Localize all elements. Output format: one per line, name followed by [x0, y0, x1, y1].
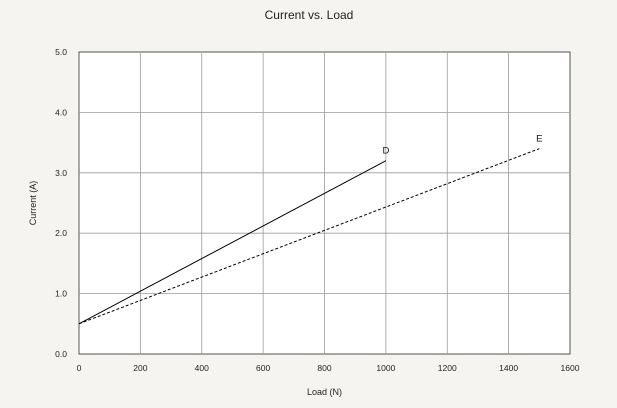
y-axis-label: Current (A)	[28, 181, 38, 226]
y-axis-ticks: 0.0 1.0 2.0 3.0 4.0 5.0	[55, 47, 67, 359]
x-tick-label: 400	[195, 363, 209, 373]
y-tick-label: 4.0	[55, 107, 67, 117]
series-line-e	[78, 148, 540, 325]
series-label-d: D	[382, 146, 389, 157]
series-label-e: E	[536, 134, 542, 145]
y-tick-label: 0.0	[55, 349, 67, 359]
x-tick-label: 1000	[376, 363, 395, 373]
x-tick-label: 600	[256, 363, 270, 373]
x-tick-label: 0	[77, 363, 82, 373]
x-tick-label: 200	[133, 363, 147, 373]
x-tick-label: 1600	[561, 363, 580, 373]
x-axis-ticks: 0 200 400 600 800 1000 1200 1400 1600	[77, 363, 580, 373]
series-lines: DE	[78, 134, 542, 325]
y-tick-label: 1.0	[55, 289, 67, 299]
y-tick-label: 5.0	[55, 47, 67, 57]
y-tick-label: 2.0	[55, 228, 67, 238]
x-axis-label: Load (N)	[307, 387, 342, 397]
series-line-d	[78, 160, 387, 325]
x-tick-label: 1200	[438, 363, 457, 373]
x-tick-label: 1400	[499, 363, 518, 373]
y-tick-label: 3.0	[55, 168, 67, 178]
x-tick-label: 800	[317, 363, 331, 373]
gridlines	[79, 52, 570, 354]
chart-title: Current vs. Load	[265, 8, 354, 22]
